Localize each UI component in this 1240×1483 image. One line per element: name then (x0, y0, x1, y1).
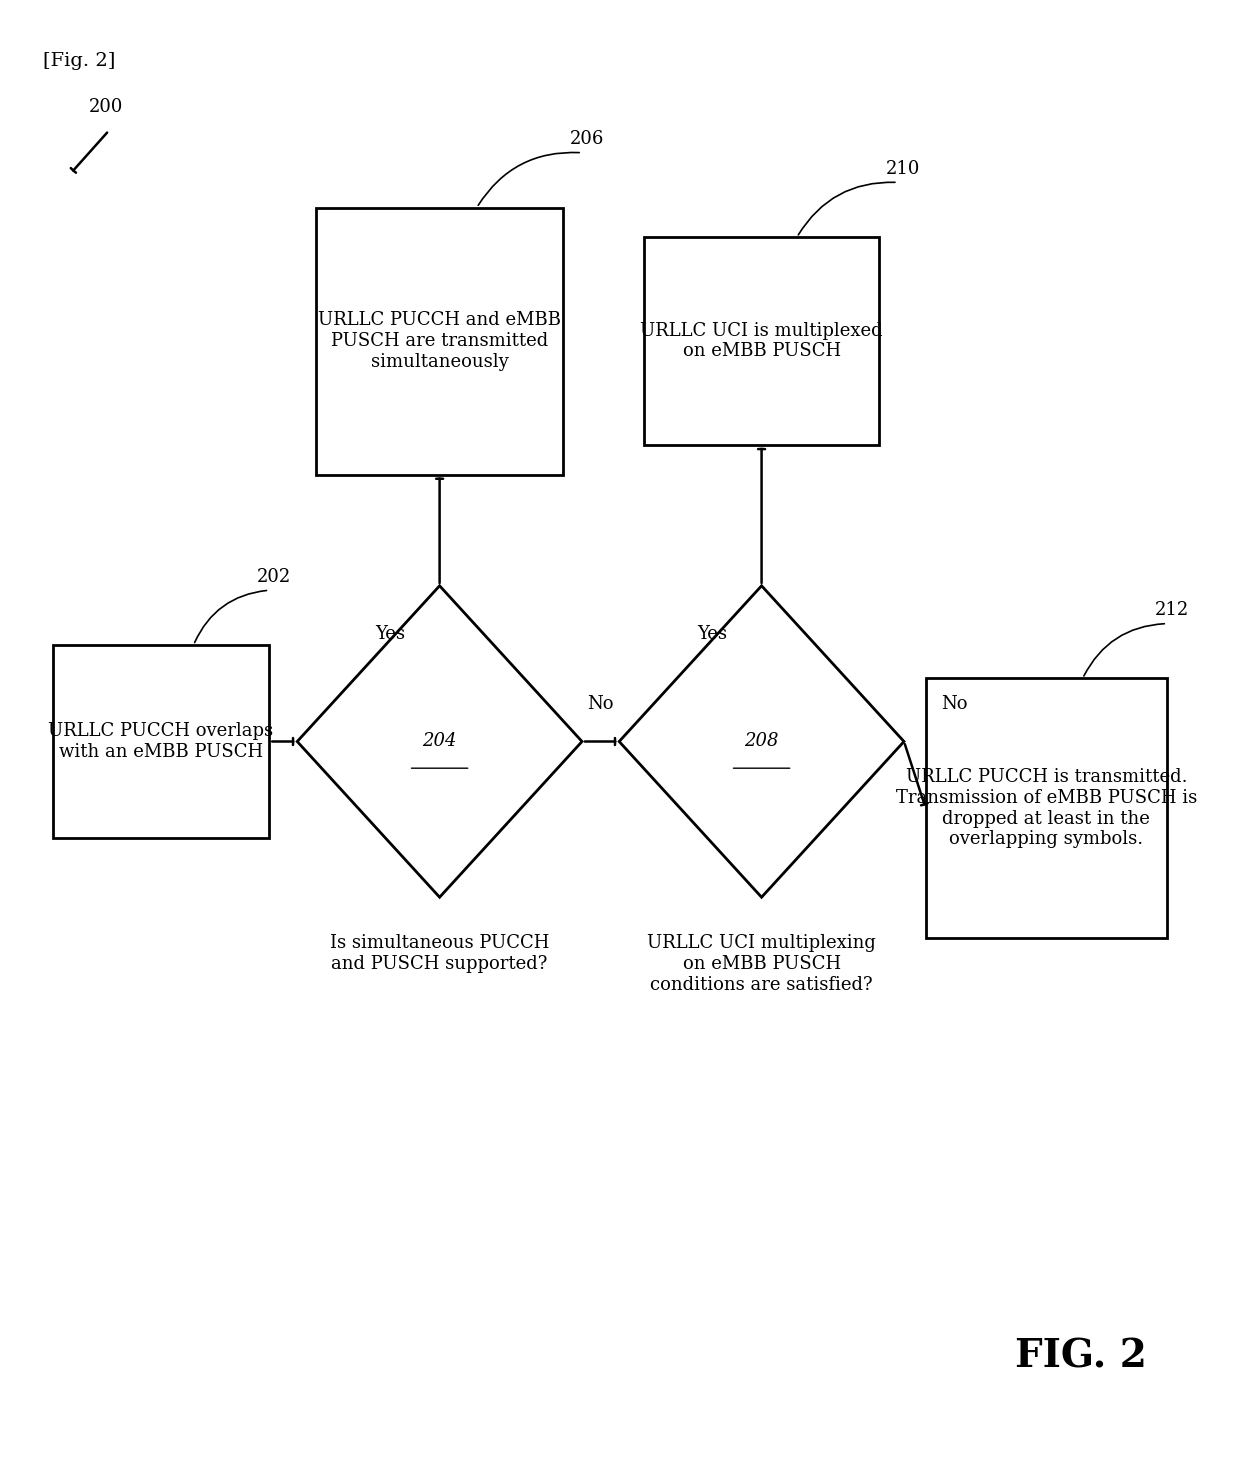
Text: 200: 200 (89, 98, 124, 116)
Text: 202: 202 (257, 568, 291, 586)
Text: FIG. 2: FIG. 2 (1016, 1338, 1147, 1376)
Polygon shape (619, 586, 904, 897)
Bar (925, 679, 1167, 937)
Bar (52, 645, 269, 838)
Text: URLLC PUCCH overlaps
with an eMBB PUSCH: URLLC PUCCH overlaps with an eMBB PUSCH (48, 722, 274, 761)
Bar (644, 237, 879, 445)
Text: 208: 208 (744, 733, 779, 750)
Polygon shape (298, 586, 582, 897)
Text: 210: 210 (885, 160, 920, 178)
Text: No: No (588, 696, 614, 713)
Text: URLLC UCI multiplexing
on eMBB PUSCH
conditions are satisfied?: URLLC UCI multiplexing on eMBB PUSCH con… (647, 934, 875, 994)
Text: [Fig. 2]: [Fig. 2] (43, 52, 115, 70)
Text: URLLC PUCCH and eMBB
PUSCH are transmitted
simultaneously: URLLC PUCCH and eMBB PUSCH are transmitt… (319, 311, 562, 371)
Text: URLLC PUCCH is transmitted.
Transmission of eMBB PUSCH is
dropped at least in th: URLLC PUCCH is transmitted. Transmission… (895, 768, 1197, 848)
Text: Yes: Yes (374, 624, 405, 644)
Text: Yes: Yes (697, 624, 727, 644)
Text: Is simultaneous PUCCH
and PUSCH supported?: Is simultaneous PUCCH and PUSCH supporte… (330, 934, 549, 973)
Text: 204: 204 (423, 733, 456, 750)
Text: 212: 212 (1154, 601, 1189, 620)
Text: URLLC UCI is multiplexed
on eMBB PUSCH: URLLC UCI is multiplexed on eMBB PUSCH (640, 322, 883, 360)
Text: No: No (941, 696, 967, 713)
Text: 206: 206 (569, 131, 604, 148)
Bar (316, 208, 563, 475)
